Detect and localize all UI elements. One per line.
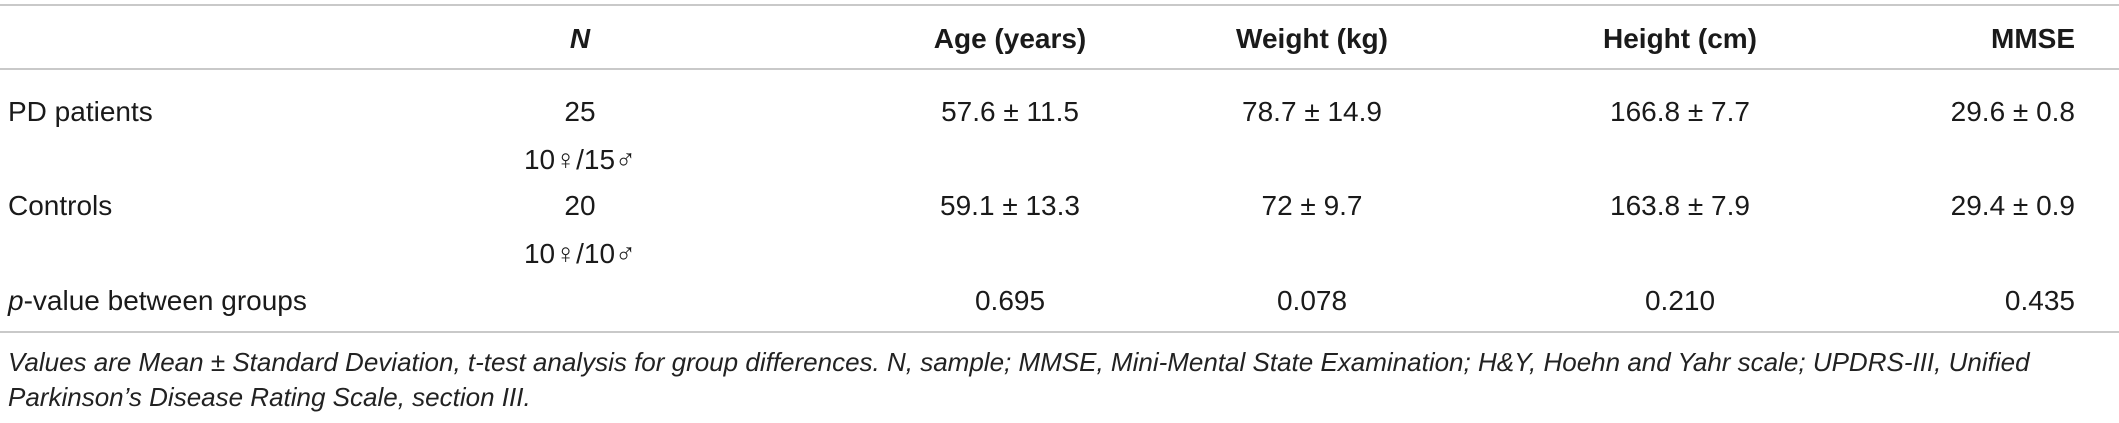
row-controls-group: Controls bbox=[8, 190, 113, 221]
pvalue-label-rest: -value between groups bbox=[23, 285, 307, 316]
header-mmse: MMSE bbox=[1991, 23, 2075, 54]
table-bottom-rule bbox=[0, 331, 2119, 333]
pvalue-italic-p: p bbox=[8, 285, 24, 316]
row-pd-mmse: 29.6 ± 0.8 bbox=[1950, 96, 2075, 127]
row-pvalue-group: p-value between groups bbox=[8, 284, 307, 318]
table-top-rule bbox=[0, 4, 2119, 6]
table-footnote: Values are Mean ± Standard Deviation, t-… bbox=[8, 347, 2030, 412]
row-pd-group: PD patients bbox=[8, 96, 153, 127]
row-controls-mmse: 29.4 ± 0.9 bbox=[1950, 190, 2075, 221]
row-pvalue-mmse: 0.435 bbox=[2004, 285, 2075, 316]
table-header-rule bbox=[0, 68, 2119, 70]
